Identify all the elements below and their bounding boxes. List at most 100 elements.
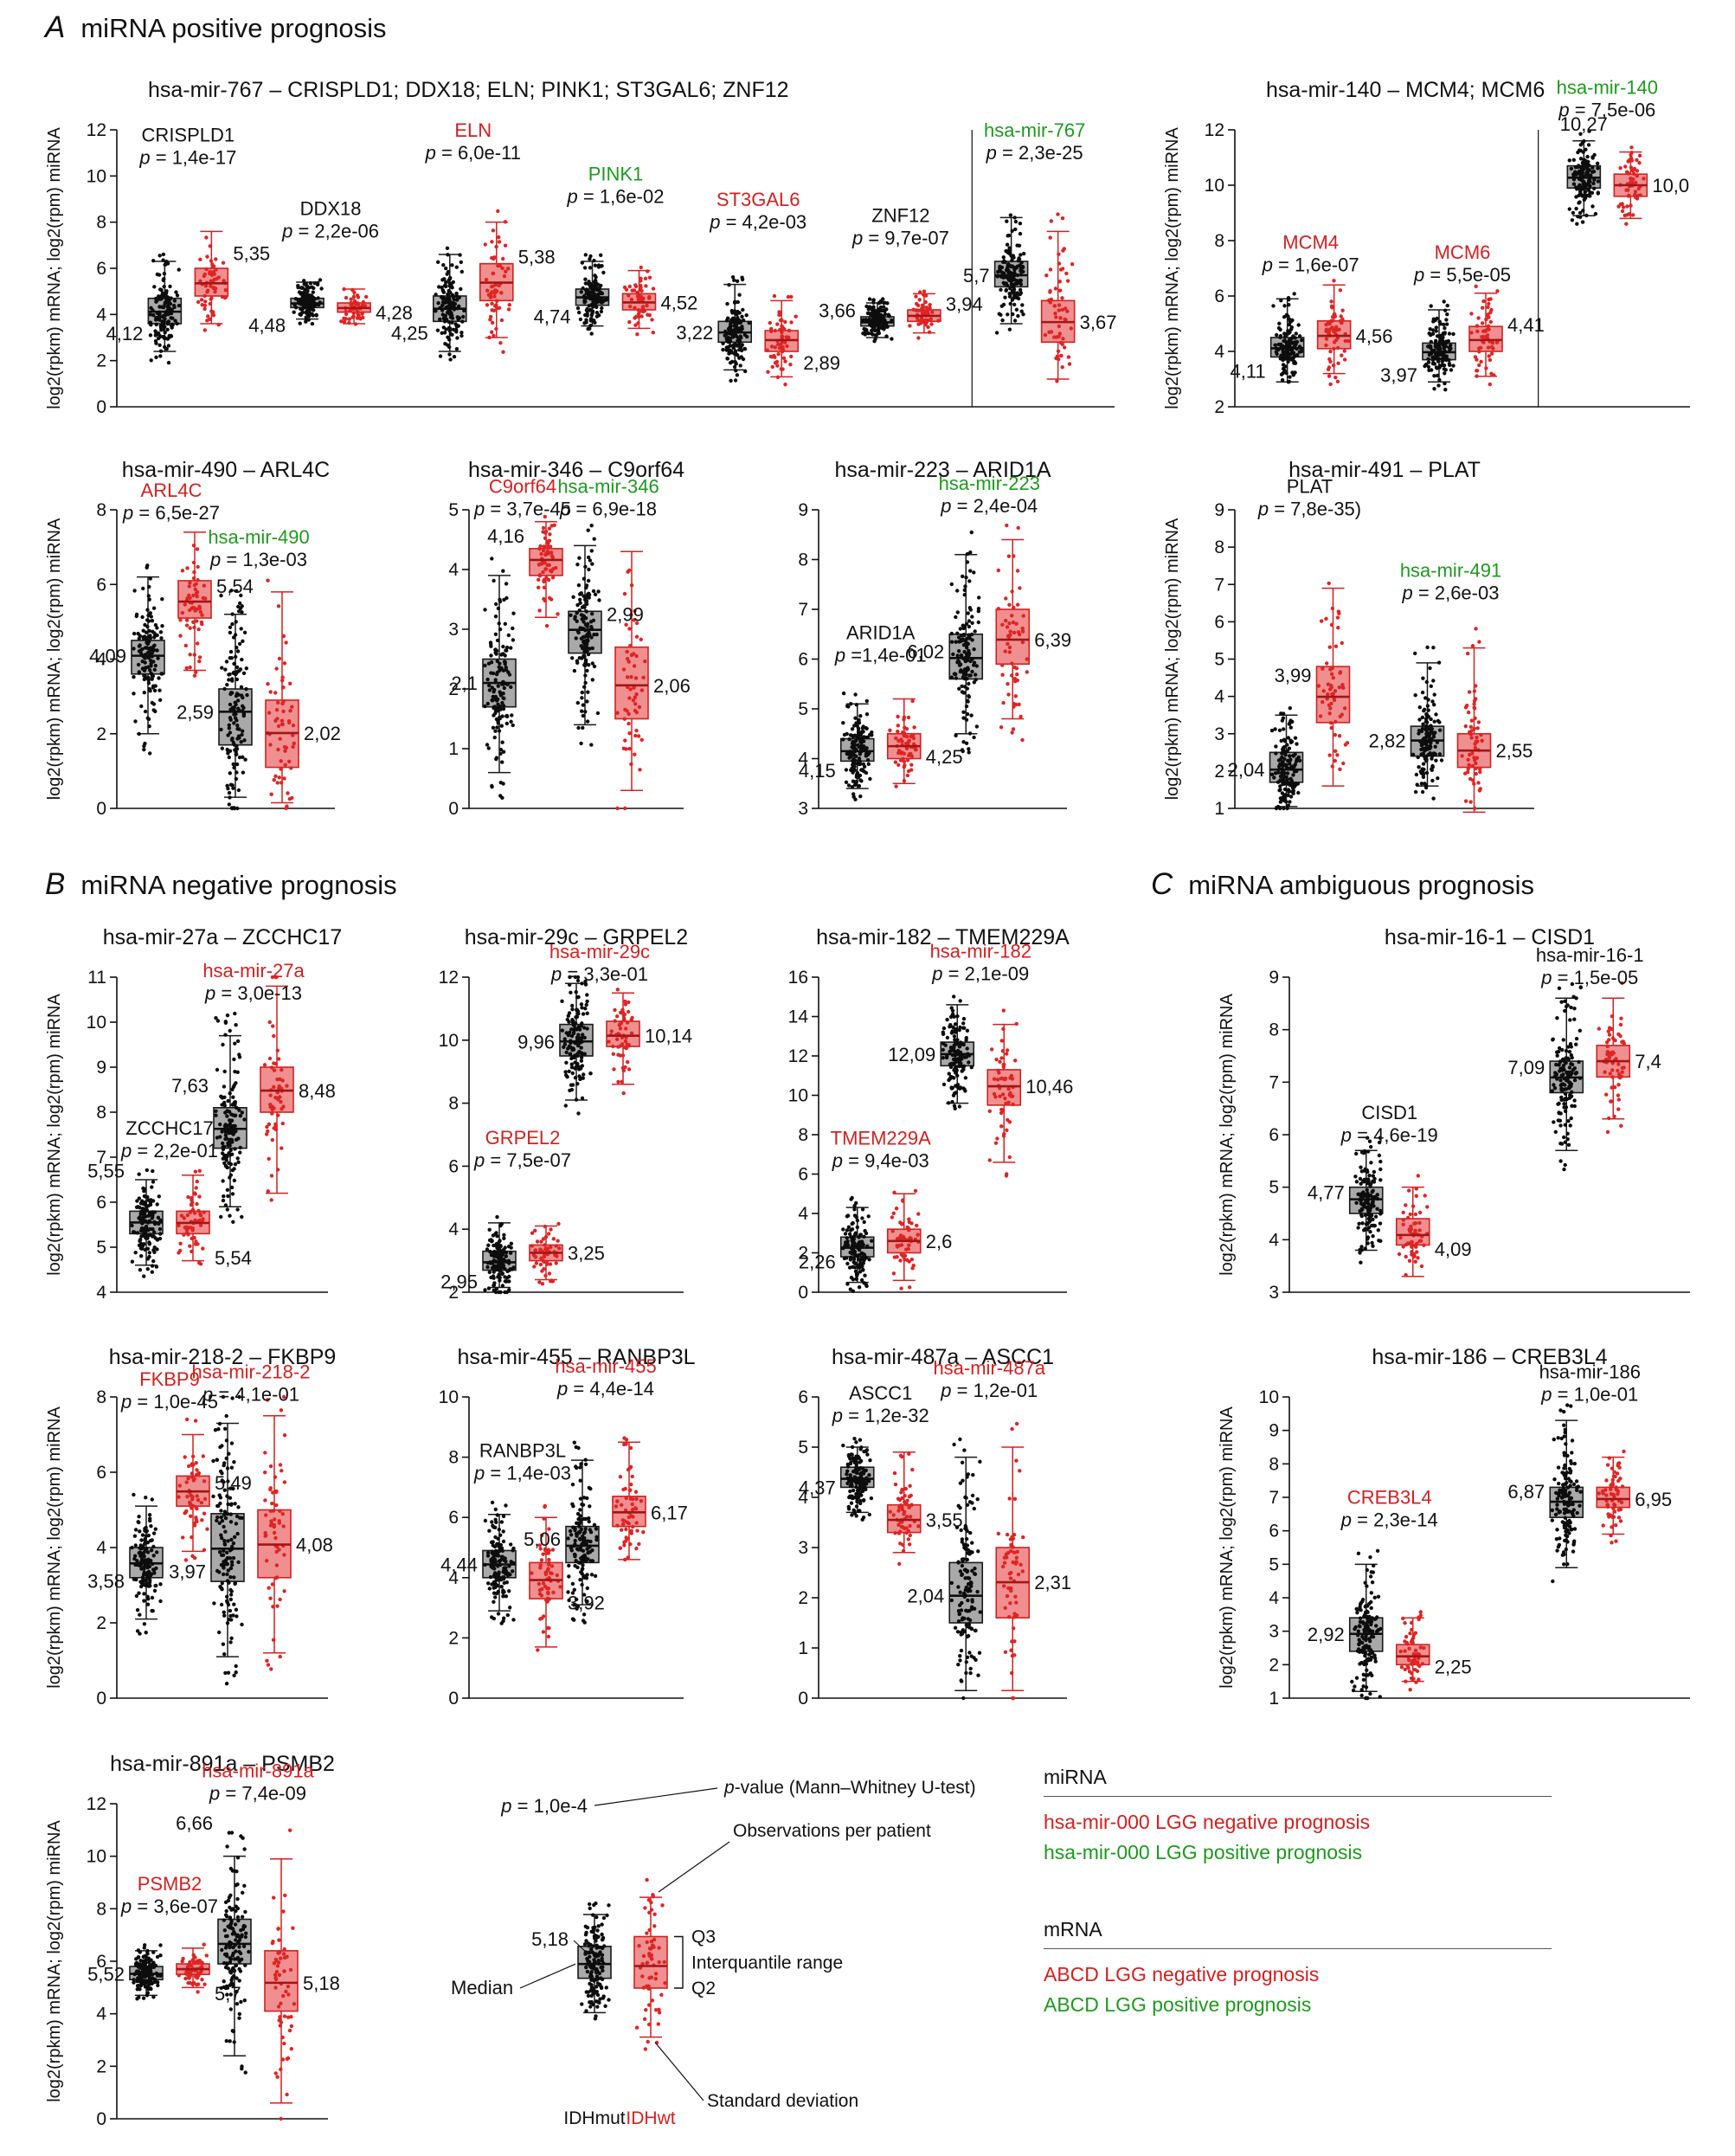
y-tick-label: 16 <box>788 968 808 988</box>
value-label: 9,96 <box>517 1031 555 1052</box>
chart-title: hsa-mir-186 – CREB3L4 <box>1372 1345 1607 1369</box>
group-label: GRPEL2 <box>485 1127 561 1149</box>
y-tick-label: 0 <box>448 1689 459 1709</box>
scatter-points-wt <box>1324 279 1351 387</box>
value-label: 12,09 <box>888 1044 935 1065</box>
p-value: p = 1,4e-03 <box>473 1463 571 1484</box>
y-axis-label: log2(rpkm) mRNA; log2(rpm) miRNA <box>45 518 64 800</box>
y-tick-label: 6 <box>1214 286 1224 306</box>
p-value: p = 7,5e-06 <box>1558 99 1655 120</box>
scatter-points-mut <box>219 589 249 811</box>
y-tick-label: 6 <box>1269 1522 1279 1541</box>
y-tick-label: 6 <box>1214 612 1224 632</box>
y-tick-label: 4 <box>1214 342 1224 362</box>
y-tick-label: 3 <box>1214 724 1224 744</box>
group-label: hsa-mir-29c <box>549 941 650 962</box>
value-label: 4,09 <box>1435 1239 1472 1260</box>
value-label: 5,06 <box>524 1529 561 1550</box>
p-value: p = 1,6e-07 <box>1262 254 1359 276</box>
scatter-points-mut <box>219 1831 251 2075</box>
y-tick-label: 10 <box>788 1086 808 1106</box>
scatter-points-mut <box>560 975 593 1116</box>
value-label: 5,7 <box>963 265 990 286</box>
value-label: 4,48 <box>248 315 286 337</box>
value-label: 5,52 <box>87 1964 125 1985</box>
scatter-points-mut <box>1353 1136 1383 1265</box>
chart-title: hsa-mir-27a – ZCCHC17 <box>103 925 342 949</box>
value-label: 5,49 <box>215 1472 252 1494</box>
y-tick-label: 8 <box>1214 537 1224 557</box>
scatter-points-wt <box>996 1421 1025 1701</box>
panel-b-header: B miRNA negative prognosis <box>45 867 397 902</box>
chart-title: hsa-mir-767 – CRISPLD1; DDX18; ELN; PINK… <box>148 78 789 102</box>
scatter-points-wt <box>987 1008 1019 1178</box>
value-label: 7,63 <box>171 1075 209 1097</box>
value-label: 5,35 <box>233 242 270 264</box>
q2-label: Q2 <box>691 1979 716 1998</box>
value-label: 2,6 <box>926 1231 953 1252</box>
scatter-points-wt <box>263 1394 287 1671</box>
y-tick-label: 3 <box>1269 1622 1279 1642</box>
scatter-points-wt <box>1043 212 1075 383</box>
scatter-points-mut <box>483 1500 516 1625</box>
y-tick-label: 4 <box>798 750 808 769</box>
box-idhwt <box>264 1857 299 2104</box>
y-axis <box>110 1396 328 1699</box>
scatter-points-wt <box>483 209 511 354</box>
chart-title: hsa-mir-16-1 – CISD1 <box>1385 925 1595 949</box>
y-tick-label: 0 <box>96 1689 106 1709</box>
scatter-points-mut <box>130 1492 163 1636</box>
value-label: 4,74 <box>534 306 571 328</box>
group-label: PSMB2 <box>138 1873 202 1895</box>
y-tick-label: 2 <box>798 1588 808 1608</box>
p-value: p = 1,2e-32 <box>832 1405 929 1426</box>
y-tick-label: 8 <box>1269 1020 1279 1040</box>
y-tick-label: 2 <box>1269 1655 1279 1675</box>
y-tick-label: 8 <box>798 550 808 570</box>
scatter-points-wt <box>537 514 560 628</box>
value-label: 10,46 <box>1025 1076 1073 1097</box>
chart-title: hsa-mir-455 – RANBP3L <box>457 1345 695 1369</box>
group-label: hsa-mir-218-2 <box>192 1361 311 1382</box>
y-tick-label: 7 <box>1269 1072 1279 1092</box>
p-value: p = 3,0e-13 <box>204 982 302 1004</box>
chart-title: hsa-mir-140 – MCM4; MCM6 <box>1266 78 1545 102</box>
y-tick-label: 5 <box>1269 1178 1279 1198</box>
legend-mirna-header: miRNA <box>1044 1766 1552 1797</box>
y-tick-label: 10 <box>87 1013 106 1033</box>
value-label: 6,95 <box>1635 1489 1672 1510</box>
value-label: 10,27 <box>1560 113 1608 135</box>
p-value: p = 4,1e-01 <box>202 1383 299 1405</box>
boxplot-mir-29c: hsa-mir-29c – GRPEL2 2 4 6 8 10 12 GRPEL2 p = 7,… <box>393 915 694 1308</box>
value-label: 4,52 <box>661 292 698 313</box>
chart-title: hsa-mir-491 – PLAT <box>1288 458 1481 482</box>
value-label: 2,95 <box>440 1271 478 1292</box>
scatter-points-wt <box>1397 1174 1430 1278</box>
group-label: MCM6 <box>1435 241 1491 263</box>
value-label: 4,56 <box>1356 325 1393 347</box>
p-value: p = 1,3e-03 <box>209 549 307 570</box>
value-label: 3,97 <box>1380 364 1417 386</box>
scatter-points-wt <box>888 698 918 788</box>
y-tick-label: 8 <box>96 500 106 520</box>
group-label: hsa-mir-767 <box>984 119 1085 141</box>
group-label: ARID1A <box>846 622 916 644</box>
p-value: p = 3,7e-45 <box>473 499 571 520</box>
y-axis <box>462 1396 684 1699</box>
panel-b-letter: B <box>45 867 66 901</box>
chart-title: hsa-mir-218-2 – FKBP9 <box>109 1345 337 1369</box>
y-tick-label: 4 <box>798 1204 808 1224</box>
y-tick-label: 8 <box>96 213 106 233</box>
box-idhwt <box>265 591 299 804</box>
group-label: CRISPLD1 <box>142 124 235 145</box>
scatter-points-wt <box>262 975 289 1202</box>
legend-mrna-negative: ABCD LGG negative prognosis <box>1044 1963 1320 1985</box>
y-tick-label: 4 <box>1269 1230 1279 1250</box>
y-axis <box>812 1396 1067 1699</box>
value-label: 10,14 <box>645 1026 692 1047</box>
p-value: p = 4,6e-19 <box>1340 1124 1438 1146</box>
value-label: 2,02 <box>304 723 341 744</box>
boxplot-mir-140: hsa-mir-140 – MCM4; MCM6 log2(rpkm) mRNA;… <box>1159 68 1700 422</box>
value-label: 4,09 <box>89 646 126 667</box>
panel-a-header: A miRNA positive prognosis <box>45 10 387 45</box>
